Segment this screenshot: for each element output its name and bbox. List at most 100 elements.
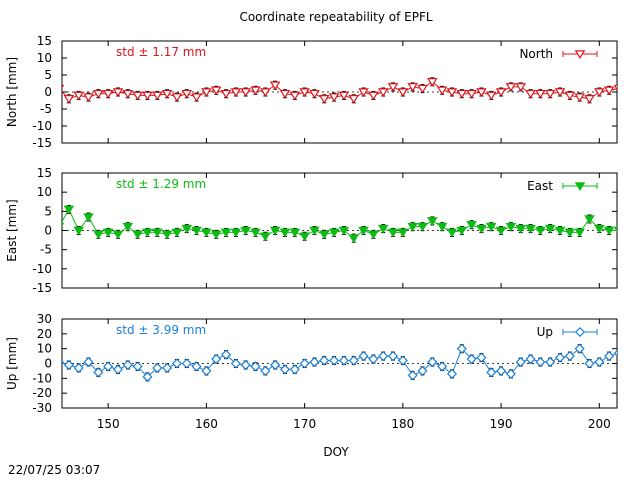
data-point-east (269, 226, 281, 236)
data-point-north (407, 83, 418, 92)
data-point-east (132, 230, 143, 240)
data-point-east (358, 226, 369, 236)
data-point-up (132, 361, 143, 372)
data-point-up (201, 365, 212, 376)
data-point-north (112, 88, 124, 97)
data-point-north (544, 89, 556, 99)
x-tick-label: 160 (195, 417, 218, 431)
data-point-north (289, 91, 301, 101)
data-point-up (525, 354, 536, 365)
y-tick-label: -10 (32, 262, 52, 276)
data-point-up (112, 364, 124, 375)
data-point-north (613, 84, 617, 91)
series-up (62, 343, 617, 382)
data-point-north (368, 91, 379, 101)
std-annotation-east: std ± 1.29 mm (116, 177, 206, 191)
data-point-east (397, 228, 409, 238)
data-point-east (62, 222, 65, 227)
data-point-north (230, 88, 242, 97)
y-tick-label: -5 (40, 102, 52, 116)
y-tick-label: -15 (32, 136, 52, 150)
data-point-north (93, 89, 104, 99)
data-point-east (554, 226, 566, 236)
y-axis-label-east: East [mm] (5, 199, 19, 261)
data-point-north (279, 89, 291, 99)
legend-marker-east (574, 182, 586, 191)
data-point-east (417, 222, 428, 232)
data-point-north (63, 95, 75, 104)
data-point-up (152, 362, 163, 373)
data-point-up (564, 351, 575, 362)
data-point-north (132, 91, 143, 101)
series-line-up (62, 347, 617, 378)
data-point-north (476, 88, 487, 97)
data-point-north (397, 88, 409, 97)
y-tick-label: -30 (32, 401, 52, 415)
y-tick-label: 15 (37, 166, 52, 180)
data-point-north (152, 91, 163, 101)
data-point-east (535, 226, 546, 236)
data-point-north (83, 93, 94, 103)
data-point-up (299, 358, 310, 369)
data-point-north (142, 91, 153, 101)
data-point-up (270, 359, 281, 371)
data-point-up (574, 343, 585, 354)
data-point-north (603, 86, 615, 96)
panel-east: -15 -10 -5 0 5 10 15 East [mm] std ± 1.29 mm East (5, 166, 618, 295)
data-point-north (62, 84, 65, 89)
data-point-north (328, 93, 340, 103)
data-point-up (427, 356, 438, 368)
data-point-north (554, 88, 566, 97)
data-point-east (486, 222, 497, 232)
data-point-north (269, 81, 281, 91)
data-point-north (594, 88, 605, 97)
data-point-north (171, 93, 183, 103)
data-point-up (368, 354, 379, 365)
data-point-east (427, 217, 438, 226)
data-point-north (358, 88, 369, 97)
data-point-up (191, 361, 202, 372)
y-tick-label: -10 (32, 371, 52, 385)
data-point-up (584, 358, 595, 369)
data-point-north (348, 95, 360, 104)
data-point-up (604, 351, 615, 362)
data-point-north (220, 89, 232, 99)
data-point-up (397, 355, 408, 366)
data-point-up (456, 343, 467, 354)
legend-marker-up (574, 326, 586, 338)
data-point-north (525, 89, 536, 99)
data-point-north (564, 91, 576, 101)
data-point-up (554, 352, 566, 363)
data-point-north (73, 91, 84, 101)
data-point-north (535, 89, 546, 99)
data-point-east (142, 228, 153, 238)
data-point-east (289, 228, 301, 238)
y-tick-label: 0 (44, 357, 52, 371)
data-point-up (407, 370, 418, 381)
data-point-east (112, 230, 124, 240)
data-point-north (161, 89, 173, 99)
data-point-up (338, 355, 349, 366)
data-point-east (328, 228, 340, 238)
legend-label-up: Up (537, 325, 553, 339)
data-point-north (122, 89, 134, 99)
data-point-up (62, 359, 65, 365)
data-point-east (83, 213, 94, 223)
y-tick-label: -5 (40, 243, 52, 257)
data-point-up (535, 356, 546, 368)
data-point-east (544, 224, 556, 234)
data-point-up (329, 355, 340, 366)
data-point-up (63, 359, 74, 371)
x-tick-label: 170 (293, 417, 316, 431)
data-point-up (83, 356, 94, 368)
y-tick-label: 15 (37, 34, 52, 48)
data-point-east (299, 232, 310, 242)
data-point-north (387, 83, 399, 92)
data-point-up (171, 358, 182, 369)
data-point-up (211, 354, 222, 365)
data-point-east (387, 228, 399, 238)
data-point-north (466, 89, 477, 99)
data-point-up (476, 352, 487, 363)
y-tick-label: -15 (32, 281, 52, 295)
data-point-up (486, 367, 497, 378)
